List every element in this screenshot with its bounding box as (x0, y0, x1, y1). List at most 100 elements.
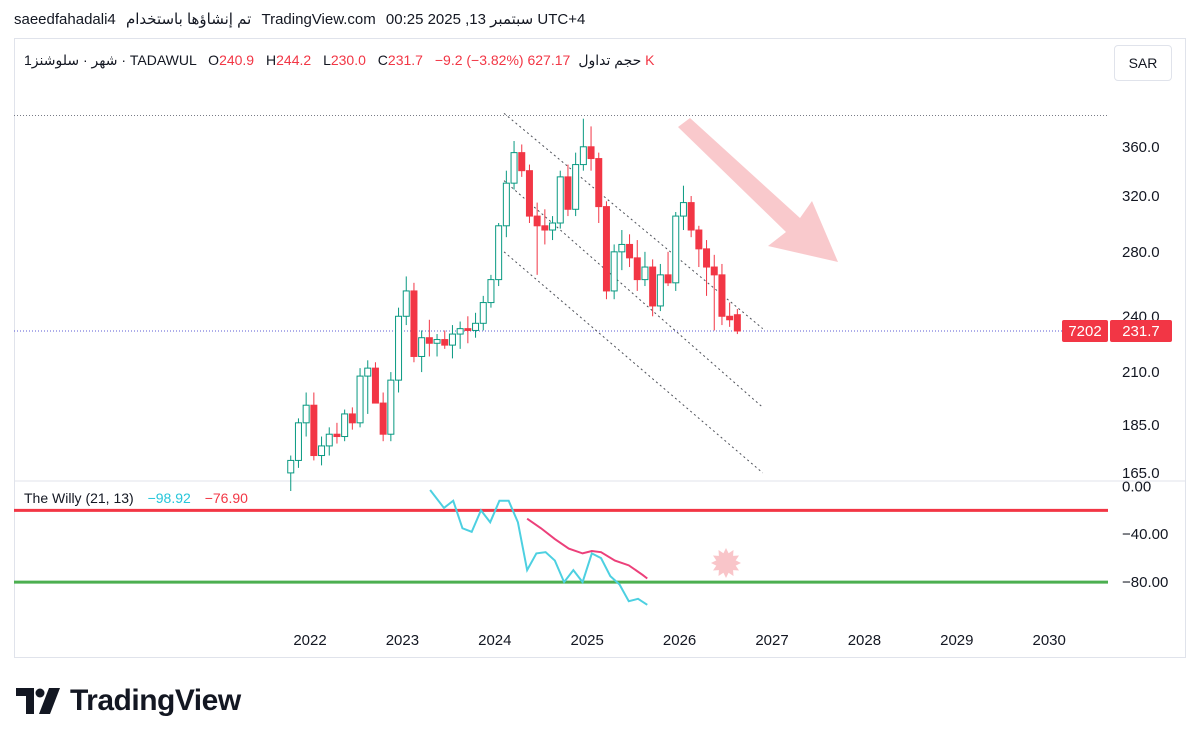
candle (695, 225, 703, 268)
candle (495, 222, 503, 287)
candle-body (525, 170, 533, 217)
symbol-title[interactable]: 1شهر · سلوشنز · TADAWUL (24, 52, 197, 68)
symbol-legend: 1شهر · سلوشنز · TADAWUL O240.9 H244.2 L2… (24, 52, 655, 69)
tradingview-logo[interactable]: TradingView (16, 684, 241, 718)
candle-body (633, 257, 641, 281)
candle (587, 126, 595, 171)
candle-body (325, 433, 333, 447)
candle-body (341, 413, 349, 438)
author-name[interactable]: saeedfahadali4 (14, 11, 116, 28)
close-label: C (377, 52, 388, 68)
open-label: O (208, 52, 220, 68)
candle-body (687, 202, 695, 231)
close-value: 231.7 (387, 52, 423, 68)
candle-body (541, 225, 549, 231)
indicator-legend: The Willy (21, 13) −98.92 −76.90 (24, 490, 248, 506)
candle (703, 240, 711, 296)
candle (502, 170, 510, 238)
candle (318, 436, 326, 466)
x-tick-label: 2028 (848, 632, 881, 649)
publish-header: saeedfahadali4 تم إنشاؤها باستخدام Tradi… (14, 10, 591, 28)
y-tick-label: 185.0 (1122, 417, 1160, 434)
candle-body (318, 445, 326, 457)
candle-body (356, 375, 364, 424)
candle (549, 216, 557, 241)
y-tick-label: 210.0 (1122, 364, 1160, 381)
candle-body (579, 146, 587, 166)
candle-body (456, 328, 464, 335)
candle-body (664, 274, 672, 284)
candle (595, 152, 603, 223)
indicator-fast-value: −98.92 (147, 490, 191, 506)
candle-body (718, 274, 726, 317)
candle (387, 372, 395, 442)
y-tick-label: 360.0 (1122, 139, 1160, 156)
candle-body (502, 182, 510, 227)
x-tick-label: 2022 (293, 632, 326, 649)
candle (325, 427, 333, 456)
site-name[interactable]: TradingView.com (261, 11, 376, 28)
x-tick-label: 2030 (1033, 632, 1066, 649)
candle (726, 302, 734, 327)
candle (672, 211, 680, 291)
candle (348, 407, 356, 430)
x-tick-label: 2029 (940, 632, 973, 649)
candle (649, 259, 657, 317)
candle-body (287, 459, 295, 474)
tradingview-logo-icon (16, 688, 60, 714)
candle (564, 164, 572, 217)
candle-body (379, 402, 387, 435)
candle (510, 141, 518, 190)
x-tick-label: 2024 (478, 632, 511, 649)
x-tick-label: 2026 (663, 632, 696, 649)
y-tick-label: 320.0 (1122, 188, 1160, 205)
candle (302, 392, 310, 437)
candle-body (510, 152, 518, 184)
candle-body (672, 215, 680, 284)
candle (533, 202, 541, 275)
candle-body (556, 176, 564, 224)
candle (402, 276, 410, 326)
volume-value: 627.17 K (527, 52, 655, 68)
down-arrow-icon (678, 118, 838, 262)
candle-body (602, 206, 610, 292)
candle (633, 240, 641, 291)
high-value: 244.2 (276, 52, 312, 68)
candle-body (479, 302, 487, 324)
candle-body (348, 413, 356, 424)
candle (310, 392, 318, 461)
candle-body (302, 404, 310, 424)
candle-body (294, 422, 302, 461)
publish-time: 00:25 2025 ,13 سبتمبر UTC+4 (385, 11, 586, 28)
x-tick-label: 2023 (386, 632, 419, 649)
candle (433, 334, 441, 357)
candle (710, 254, 718, 331)
candle (371, 362, 379, 404)
candle-body (726, 315, 734, 321)
candle (572, 152, 580, 217)
candle (364, 360, 372, 414)
candle-body (395, 315, 403, 381)
timeframe: 1شهر (24, 52, 118, 68)
candle (395, 307, 403, 393)
indicator-name[interactable]: The Willy (21, 13) (24, 490, 134, 506)
candle (656, 263, 664, 312)
currency-button[interactable]: SAR (1114, 45, 1172, 81)
candle-body (425, 337, 433, 344)
candle-body (402, 290, 410, 317)
candle-body (656, 274, 664, 307)
candle-body (695, 229, 703, 250)
candle (618, 230, 626, 271)
price-tag-bg (1110, 319, 1172, 342)
candle (641, 251, 649, 287)
symbol-name: سلوشنز (31, 52, 80, 68)
candle (664, 251, 672, 287)
y-tick-label: 165.0 (1122, 465, 1160, 482)
candle (441, 330, 449, 349)
candle (479, 295, 487, 331)
candle-body (495, 225, 503, 281)
candle-body (626, 243, 634, 259)
candle (456, 321, 464, 349)
candle-body (364, 367, 372, 377)
